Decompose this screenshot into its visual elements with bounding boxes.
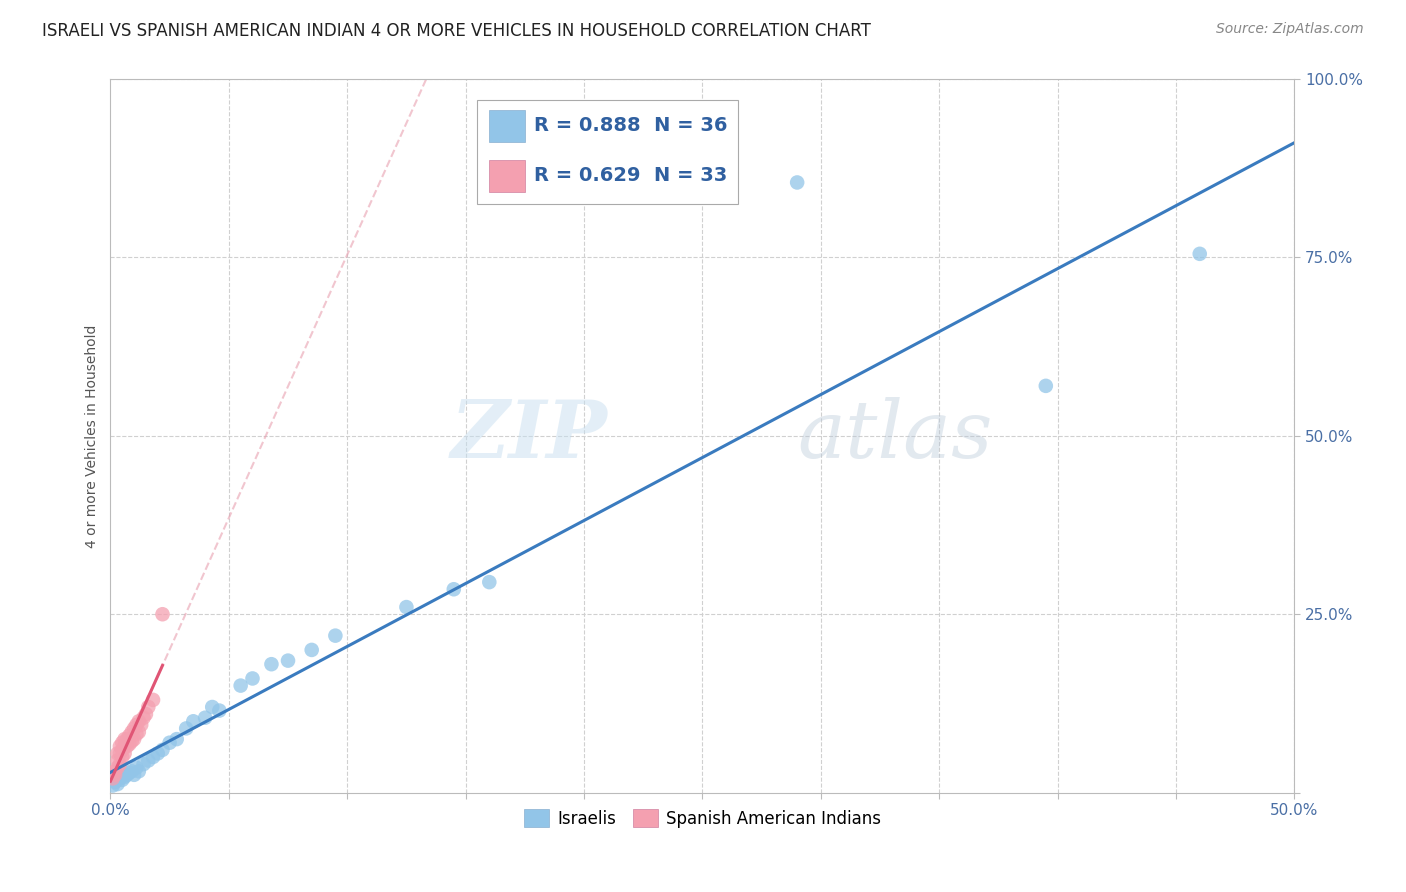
Point: [135, 707, 157, 722]
Point: [166, 732, 188, 747]
Point: [786, 176, 808, 190]
Point: [152, 743, 174, 757]
Point: [277, 654, 299, 668]
Point: [118, 737, 141, 751]
Point: [1188, 247, 1211, 261]
Text: ISRAELI VS SPANISH AMERICAN INDIAN 4 OR MORE VEHICLES IN HOUSEHOLD CORRELATION C: ISRAELI VS SPANISH AMERICAN INDIAN 4 OR …: [42, 22, 872, 40]
Point: [101, 772, 124, 786]
Point: [128, 725, 150, 739]
Point: [478, 575, 501, 590]
Text: R = 0.888  N = 36: R = 0.888 N = 36: [534, 116, 728, 135]
Point: [229, 679, 252, 693]
Point: [121, 734, 143, 748]
Point: [142, 693, 165, 707]
Point: [108, 747, 131, 761]
Point: [114, 739, 136, 754]
Point: [101, 779, 124, 793]
Point: [108, 739, 131, 754]
Point: [242, 672, 264, 686]
Point: [152, 607, 174, 622]
Point: [122, 722, 145, 736]
Point: [114, 770, 136, 784]
Bar: [489, 110, 524, 142]
Text: atlas: atlas: [797, 397, 993, 475]
Point: [132, 711, 155, 725]
Point: [108, 772, 131, 786]
Point: [107, 761, 129, 775]
Point: [128, 714, 150, 729]
Y-axis label: 4 or more Vehicles in Household: 4 or more Vehicles in Household: [86, 324, 100, 548]
Point: [1035, 379, 1057, 393]
Point: [201, 700, 224, 714]
Point: [142, 750, 165, 764]
Legend: Israelis, Spanish American Indians: Israelis, Spanish American Indians: [517, 803, 887, 834]
Text: R = 0.629  N = 33: R = 0.629 N = 33: [534, 166, 727, 185]
Point: [107, 777, 129, 791]
Point: [146, 747, 169, 761]
Point: [115, 739, 138, 754]
Point: [181, 714, 204, 729]
Point: [118, 729, 141, 743]
Point: [115, 768, 138, 782]
Point: [208, 704, 231, 718]
Point: [136, 754, 159, 768]
Point: [104, 768, 127, 782]
Point: [111, 743, 134, 757]
Point: [121, 725, 143, 739]
Point: [260, 657, 283, 672]
Point: [395, 600, 418, 615]
Text: ZIP: ZIP: [451, 397, 607, 475]
Point: [129, 718, 152, 732]
Point: [122, 732, 145, 747]
Point: [159, 736, 181, 750]
Point: [174, 722, 197, 736]
Bar: [489, 160, 524, 192]
Point: [107, 747, 129, 761]
Point: [115, 732, 138, 747]
Point: [125, 727, 148, 741]
Point: [108, 757, 131, 772]
Point: [111, 736, 134, 750]
Text: Source: ZipAtlas.com: Source: ZipAtlas.com: [1216, 22, 1364, 37]
FancyBboxPatch shape: [478, 101, 738, 204]
Point: [118, 765, 141, 780]
Point: [125, 718, 148, 732]
Point: [122, 768, 145, 782]
Point: [132, 757, 155, 772]
Point: [301, 643, 323, 657]
Point: [107, 754, 129, 768]
Point: [121, 764, 143, 779]
Point: [104, 764, 127, 779]
Point: [111, 772, 134, 787]
Point: [325, 629, 347, 643]
Point: [443, 582, 465, 597]
Point: [136, 700, 159, 714]
Point: [111, 750, 134, 764]
Point: [104, 775, 127, 789]
Point: [128, 764, 150, 779]
Point: [125, 761, 148, 775]
Point: [114, 732, 136, 747]
Point: [114, 747, 136, 761]
Point: [194, 711, 217, 725]
